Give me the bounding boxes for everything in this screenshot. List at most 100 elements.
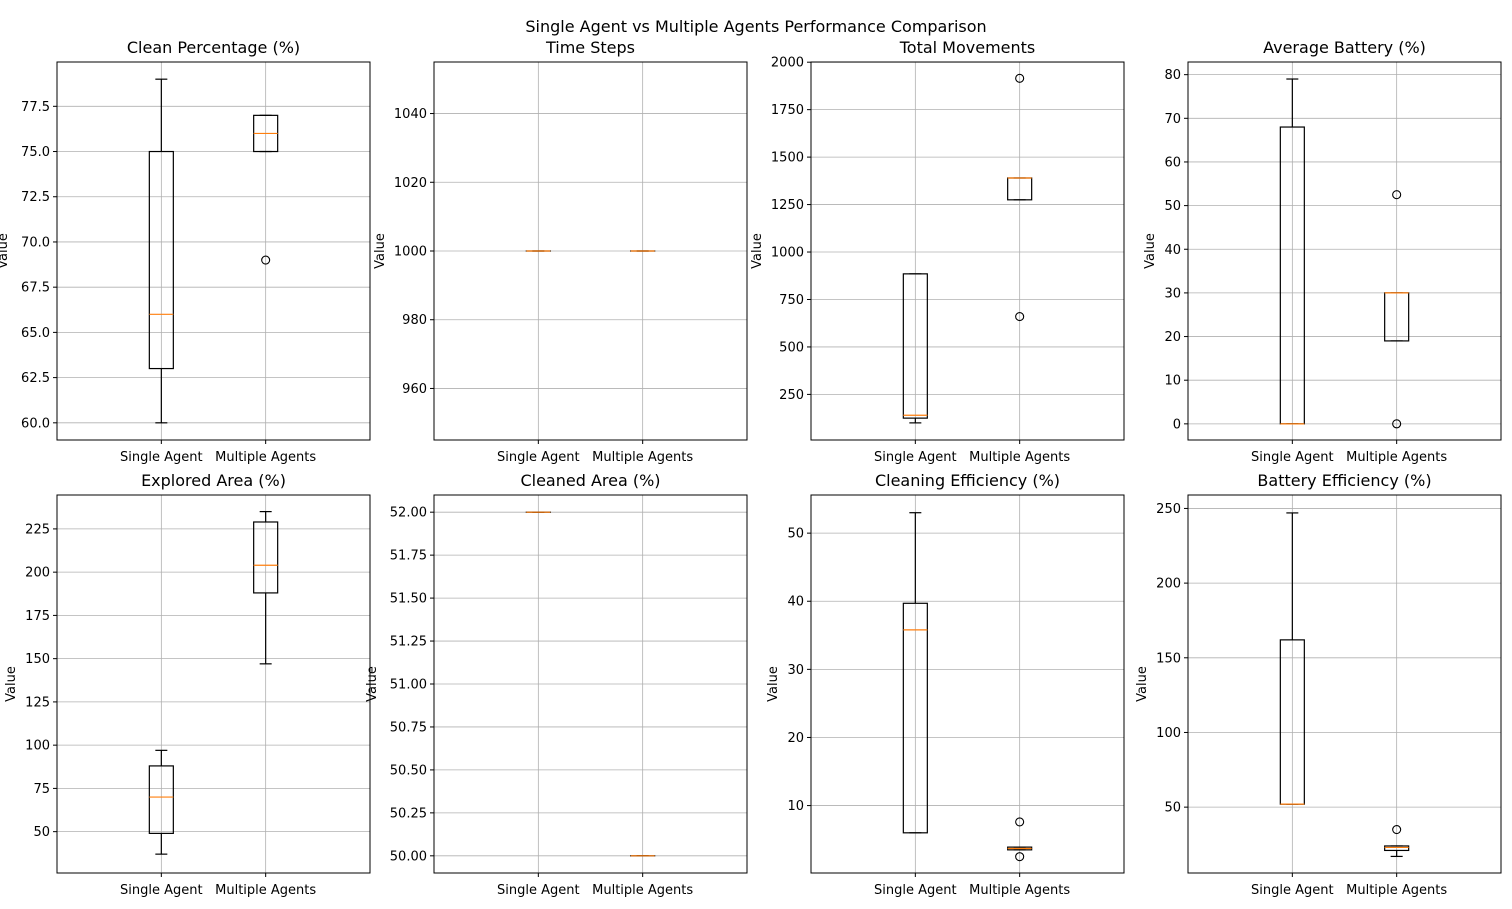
y-tick-label: 250 bbox=[1156, 502, 1181, 517]
axes-frame bbox=[1187, 494, 1502, 874]
axes-frame bbox=[56, 494, 371, 874]
y-tick-label: 1250 bbox=[771, 198, 804, 213]
y-tick-label: 50 bbox=[1164, 801, 1181, 816]
y-tick-label: 225 bbox=[25, 522, 50, 537]
x-tick-label: Multiple Agents bbox=[592, 883, 693, 898]
x-tick-label: Multiple Agents bbox=[215, 450, 316, 465]
figure-suptitle: Single Agent vs Multiple Agents Performa… bbox=[525, 17, 986, 36]
y-tick-label: 500 bbox=[779, 340, 804, 355]
x-tick-label: Single Agent bbox=[1251, 450, 1334, 465]
axes-frame bbox=[810, 494, 1125, 874]
y-tick-label: 30 bbox=[787, 663, 804, 678]
y-tick-label: 50 bbox=[33, 825, 50, 840]
outlier-point bbox=[1015, 73, 1025, 83]
outlier-point bbox=[1392, 190, 1402, 200]
x-tick-label: Single Agent bbox=[497, 450, 580, 465]
subplot-1: 60.0 62.5 65.0 67.5 70.0 72.5 75.0 77.5 Single A… bbox=[0, 38, 371, 465]
box-single-agent bbox=[148, 78, 174, 424]
x-tick-label: Multiple Agents bbox=[1346, 450, 1447, 465]
box-single-agent bbox=[1279, 512, 1305, 805]
box-multiple-agents bbox=[1007, 73, 1033, 322]
y-tick-label: 100 bbox=[25, 739, 50, 754]
y-tick-label: 60.0 bbox=[21, 416, 50, 431]
outlier-point bbox=[1015, 852, 1025, 862]
box-single-agent bbox=[902, 512, 928, 834]
x-tick-label: Multiple Agents bbox=[969, 883, 1070, 898]
y-tick-label: 980 bbox=[402, 313, 427, 328]
y-tick-label: 50 bbox=[1164, 199, 1181, 214]
x-tick-label: Single Agent bbox=[1251, 883, 1334, 898]
outlier-point bbox=[1392, 824, 1402, 835]
y-tick-label: 51.25 bbox=[390, 635, 427, 650]
subplot-title: Cleaned Area (%) bbox=[520, 471, 660, 490]
box-single-agent bbox=[148, 749, 174, 855]
y-tick-label: 100 bbox=[1156, 726, 1181, 741]
y-tick-label: 51.50 bbox=[390, 592, 427, 607]
outlier-point bbox=[1392, 419, 1402, 429]
x-tick-label: Single Agent bbox=[120, 883, 203, 898]
y-tick-label: 72.5 bbox=[21, 190, 50, 205]
y-tick-label: 150 bbox=[1156, 651, 1181, 666]
subplot-7: 10 20 30 40 50 Single Agent Multiple Agents Cle… bbox=[766, 471, 1125, 898]
y-tick-label: 51.75 bbox=[390, 549, 427, 564]
y-tick-label: 250 bbox=[779, 388, 804, 403]
box-body bbox=[148, 765, 174, 834]
subplot-title: Average Battery (%) bbox=[1263, 38, 1426, 57]
y-tick-label: 175 bbox=[25, 609, 50, 624]
y-tick-label: 52.00 bbox=[390, 506, 427, 521]
box-multiple-agents bbox=[1384, 190, 1410, 429]
y-tick-label: 50.25 bbox=[390, 806, 427, 821]
y-axis-label: Value bbox=[766, 666, 781, 702]
subplot-6: 50.00 50.25 50.50 50.75 51.00 51.25 51.50 51.75… bbox=[365, 471, 748, 898]
y-tick-label: 1040 bbox=[394, 107, 427, 122]
box-multiple-agents bbox=[1384, 824, 1410, 858]
y-axis-label: Value bbox=[373, 233, 388, 269]
box-body bbox=[148, 150, 174, 370]
y-tick-label: 2000 bbox=[771, 56, 804, 71]
y-tick-label: 65.0 bbox=[21, 326, 50, 341]
box-body bbox=[253, 521, 279, 594]
y-tick-label: 150 bbox=[25, 652, 50, 667]
axes-frame bbox=[810, 61, 1125, 441]
subplot-title: Clean Percentage (%) bbox=[127, 38, 300, 57]
y-tick-label: 125 bbox=[25, 695, 50, 710]
subplot-4: 0 10 20 30 40 50 60 70 80 Single Agent Multiple Ag… bbox=[1143, 38, 1502, 465]
y-axis-label: Value bbox=[750, 233, 765, 269]
y-tick-label: 1000 bbox=[771, 246, 804, 261]
y-tick-label: 20 bbox=[1164, 330, 1181, 345]
y-tick-label: 10 bbox=[787, 799, 804, 814]
y-tick-label: 50.00 bbox=[390, 849, 427, 864]
y-axis-label: Value bbox=[365, 666, 380, 702]
box-multiple-agents bbox=[253, 511, 279, 665]
y-tick-label: 40 bbox=[1164, 243, 1181, 258]
y-axis-label: Value bbox=[1143, 233, 1158, 269]
y-tick-label: 62.5 bbox=[21, 371, 50, 386]
x-tick-label: Single Agent bbox=[874, 883, 957, 898]
y-tick-label: 1000 bbox=[394, 245, 427, 260]
y-tick-label: 50 bbox=[787, 527, 804, 542]
y-tick-label: 77.5 bbox=[21, 100, 50, 115]
y-tick-label: 20 bbox=[787, 731, 804, 746]
y-tick-label: 50.50 bbox=[390, 763, 427, 778]
y-tick-label: 80 bbox=[1164, 68, 1181, 83]
y-tick-label: 40 bbox=[787, 595, 804, 610]
y-axis-label: Value bbox=[1135, 666, 1150, 702]
y-tick-label: 750 bbox=[779, 293, 804, 308]
y-tick-label: 75.0 bbox=[21, 145, 50, 160]
x-tick-label: Single Agent bbox=[120, 450, 203, 465]
axes-frame bbox=[1187, 61, 1502, 441]
outlier-point bbox=[261, 255, 271, 265]
subplot-title: Battery Efficiency (%) bbox=[1257, 471, 1431, 490]
subplot-title: Total Movements bbox=[899, 38, 1036, 57]
y-tick-label: 50.75 bbox=[390, 720, 427, 735]
x-tick-label: Single Agent bbox=[497, 883, 580, 898]
y-tick-label: 200 bbox=[25, 566, 50, 581]
y-tick-label: 1020 bbox=[394, 176, 427, 191]
x-tick-label: Multiple Agents bbox=[969, 450, 1070, 465]
outlier-point bbox=[1015, 817, 1025, 827]
x-tick-label: Multiple Agents bbox=[215, 883, 316, 898]
y-tick-label: 200 bbox=[1156, 577, 1181, 592]
box-multiple-agents bbox=[253, 114, 279, 265]
outlier-point bbox=[1015, 312, 1025, 322]
y-tick-label: 70 bbox=[1164, 112, 1181, 127]
